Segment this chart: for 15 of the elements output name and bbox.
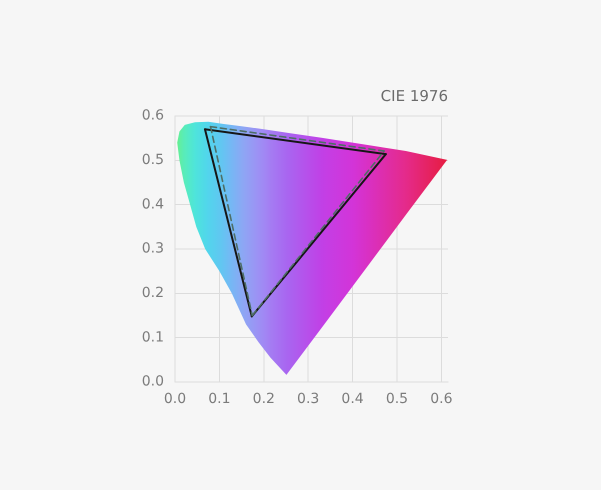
y-tick-label: 0.0 — [142, 374, 164, 390]
y-tick-label: 0.4 — [142, 196, 164, 212]
x-tick-label: 0.3 — [297, 391, 320, 408]
y-tick-label: 0.2 — [142, 284, 164, 301]
y-tick-label: 0.6 — [142, 108, 164, 124]
y-tick-label: 0.1 — [142, 329, 164, 346]
x-tick-label: 0.5 — [386, 391, 408, 408]
x-tick-label: 0.1 — [208, 391, 231, 408]
x-tick-label: 0.4 — [341, 391, 364, 408]
y-tick-label: 0.3 — [142, 240, 164, 257]
x-tick-label: 0.2 — [252, 391, 275, 408]
chart-title: CIE 1976 — [380, 86, 448, 105]
y-tick-label: 0.5 — [142, 152, 164, 168]
x-tick-label: 0.0 — [164, 391, 186, 408]
x-tick-label: 0.6 — [430, 391, 453, 408]
